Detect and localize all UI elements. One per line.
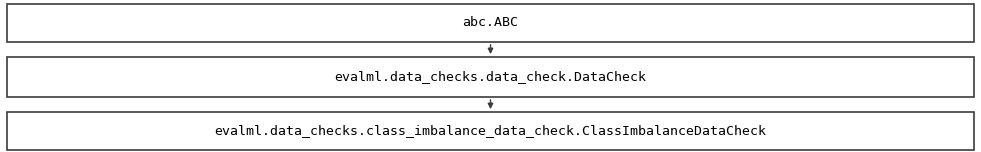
Text: evalml.data_checks.class_imbalance_data_check.ClassImbalanceDataCheck: evalml.data_checks.class_imbalance_data_… (215, 124, 766, 138)
Text: abc.ABC: abc.ABC (462, 17, 519, 29)
Text: evalml.data_checks.data_check.DataCheck: evalml.data_checks.data_check.DataCheck (335, 71, 646, 83)
Bar (7, 4, 974, 42)
Bar (7, 57, 974, 97)
Bar (7, 112, 974, 150)
